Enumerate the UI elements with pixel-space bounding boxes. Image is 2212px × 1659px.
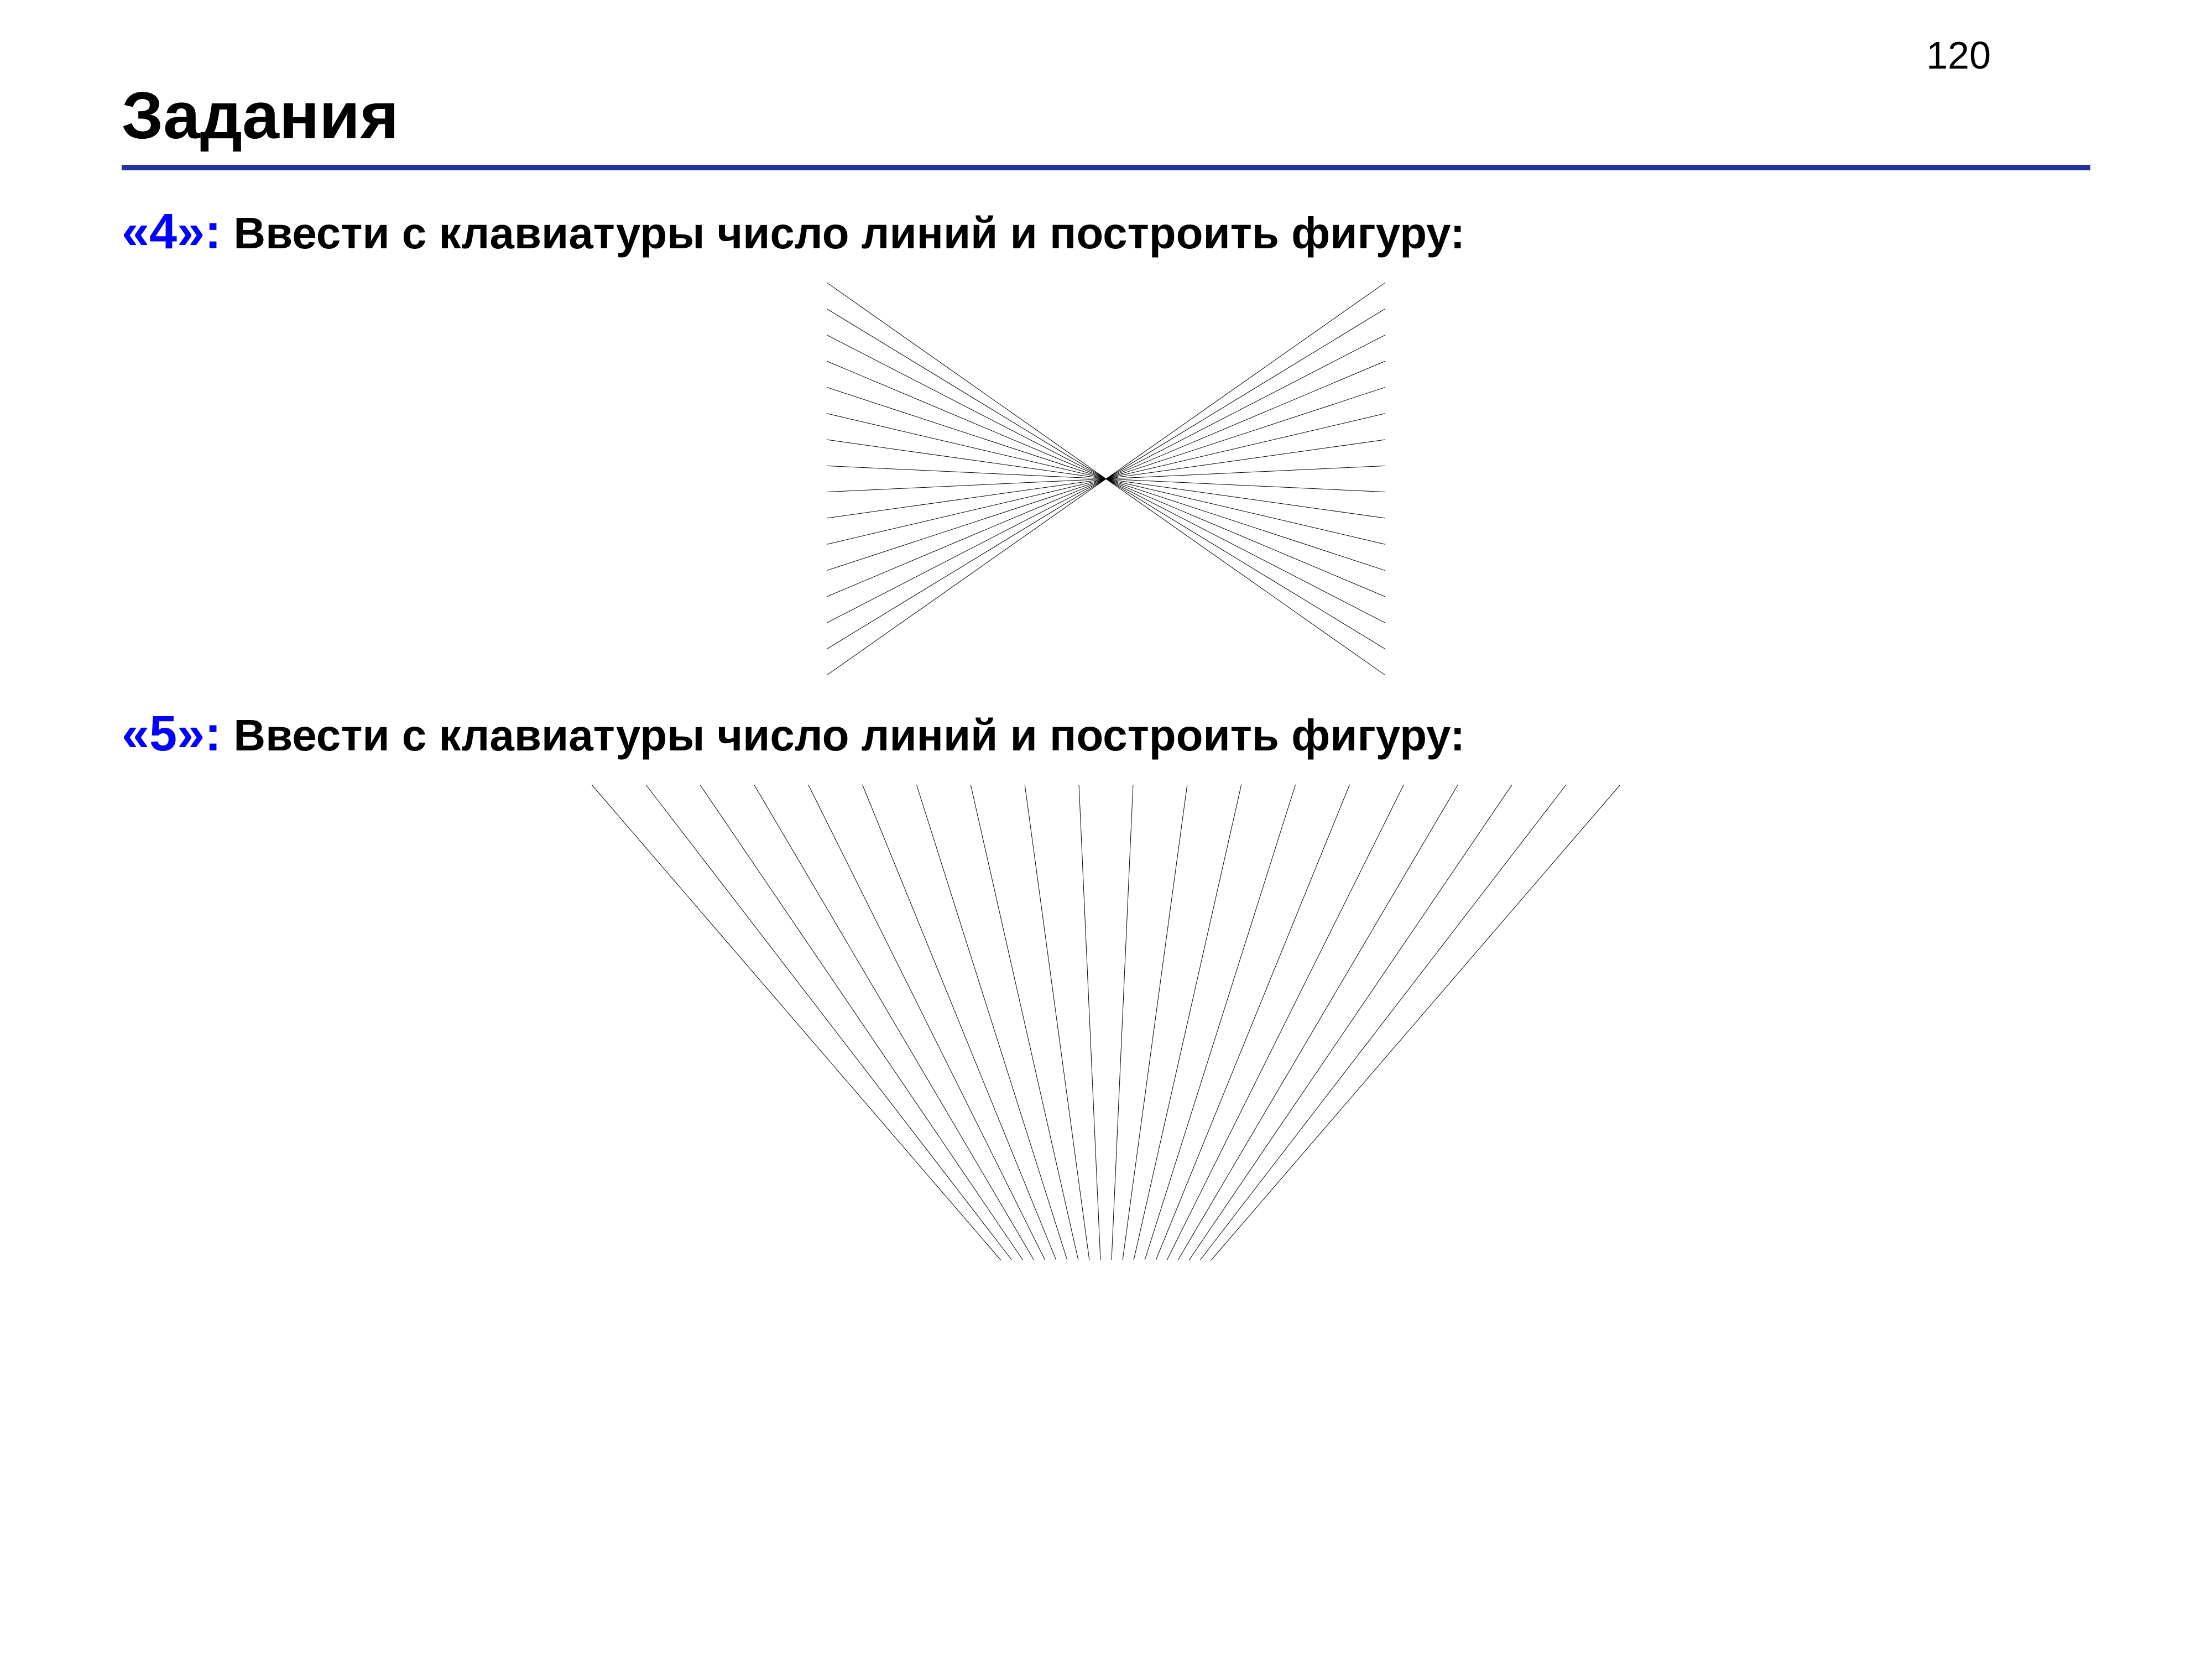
figure-5 (581, 774, 1631, 1271)
task-4-text: Ввести с клавиатуры число линий и постро… (221, 208, 1465, 258)
title-rule (122, 165, 2090, 170)
task-4-label: «4»: (122, 204, 221, 259)
figure-5-wrap (122, 774, 2090, 1274)
task-5-line: «5»: Ввести с клавиатуры число линий и п… (122, 706, 2090, 763)
figure-4-wrap (122, 272, 2090, 689)
page-number: 120 (1926, 33, 1991, 77)
task-5-text: Ввести с клавиатуры число линий и постро… (221, 711, 1465, 760)
task-5-label: «5»: (122, 706, 221, 761)
task-4-line: «4»: Ввести с клавиатуры число линий и п… (122, 204, 2090, 260)
slide: 120 Задания «4»: Ввести с клавиатуры чис… (0, 0, 2212, 1659)
page-title: Задания (122, 77, 2090, 154)
figure-4 (816, 272, 1396, 686)
